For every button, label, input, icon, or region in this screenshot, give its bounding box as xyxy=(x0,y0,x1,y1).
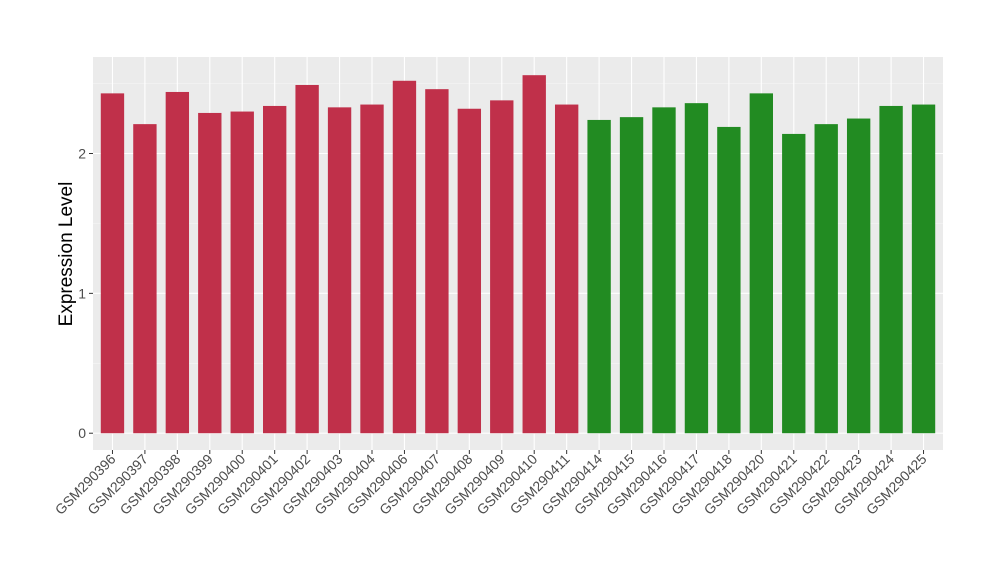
y-axis: 0 1 2 xyxy=(78,146,93,441)
bar-GSM290400 xyxy=(230,111,254,434)
bar-GSM290409 xyxy=(490,100,514,434)
bars xyxy=(100,75,936,434)
y-tick-label: 1 xyxy=(78,285,86,301)
bar-GSM290421 xyxy=(782,133,806,434)
bar-GSM290398 xyxy=(165,91,190,434)
bar-GSM290401 xyxy=(263,105,287,434)
bar-GSM290418 xyxy=(717,126,741,434)
bar-GSM290407 xyxy=(425,89,449,434)
bar-GSM290397 xyxy=(133,124,157,434)
bar-GSM290416 xyxy=(652,107,676,434)
bar-GSM290396 xyxy=(100,93,125,434)
bar-GSM290402 xyxy=(295,84,319,434)
bar-GSM290414 xyxy=(587,119,611,434)
bar-GSM290420 xyxy=(749,93,773,434)
bar-GSM290415 xyxy=(619,117,644,434)
bar-GSM290425 xyxy=(911,104,936,434)
bar-GSM290424 xyxy=(879,105,903,434)
bar-GSM290422 xyxy=(814,124,838,434)
y-tick-label: 0 xyxy=(78,425,86,441)
x-axis: GSM290396GSM290397GSM290398GSM290399GSM2… xyxy=(52,450,930,518)
bar-GSM290404 xyxy=(360,104,384,434)
bar-GSM290417 xyxy=(684,103,709,434)
bar-GSM290410 xyxy=(522,75,546,434)
bar-GSM290423 xyxy=(846,118,871,434)
y-tick-label: 2 xyxy=(78,146,86,162)
bar-GSM290411 xyxy=(554,104,579,434)
y-axis-label: Expression Level xyxy=(56,182,77,327)
bar-GSM290408 xyxy=(457,108,482,434)
bar-GSM290403 xyxy=(327,107,352,434)
bar-GSM290406 xyxy=(392,80,417,434)
bar-GSM290399 xyxy=(198,112,222,434)
